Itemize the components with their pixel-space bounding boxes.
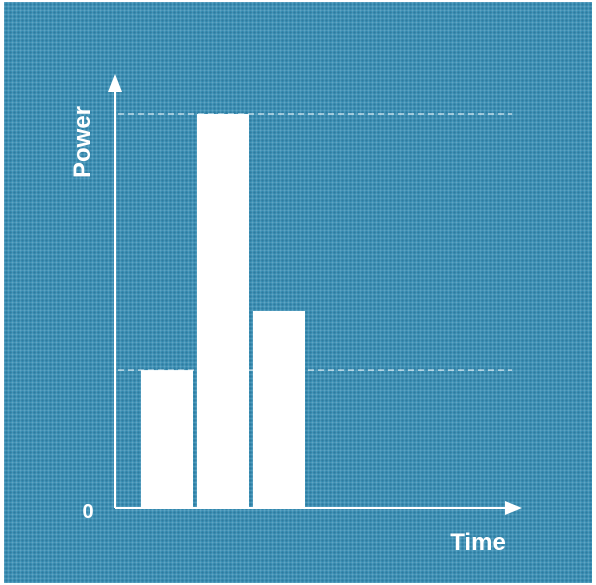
bar-1	[141, 370, 193, 508]
x-axis-arrow-icon	[505, 501, 522, 515]
y-axis-arrow-icon	[108, 74, 122, 92]
chart-panel	[4, 2, 592, 583]
y-tick-label-zero: 0	[82, 501, 93, 523]
bars	[141, 114, 305, 508]
x-axis-label: Time	[450, 529, 506, 556]
bar-3	[253, 311, 305, 508]
y-axis-label: Power	[69, 106, 96, 178]
bar-2	[197, 114, 249, 508]
reference-lines	[118, 113, 512, 371]
